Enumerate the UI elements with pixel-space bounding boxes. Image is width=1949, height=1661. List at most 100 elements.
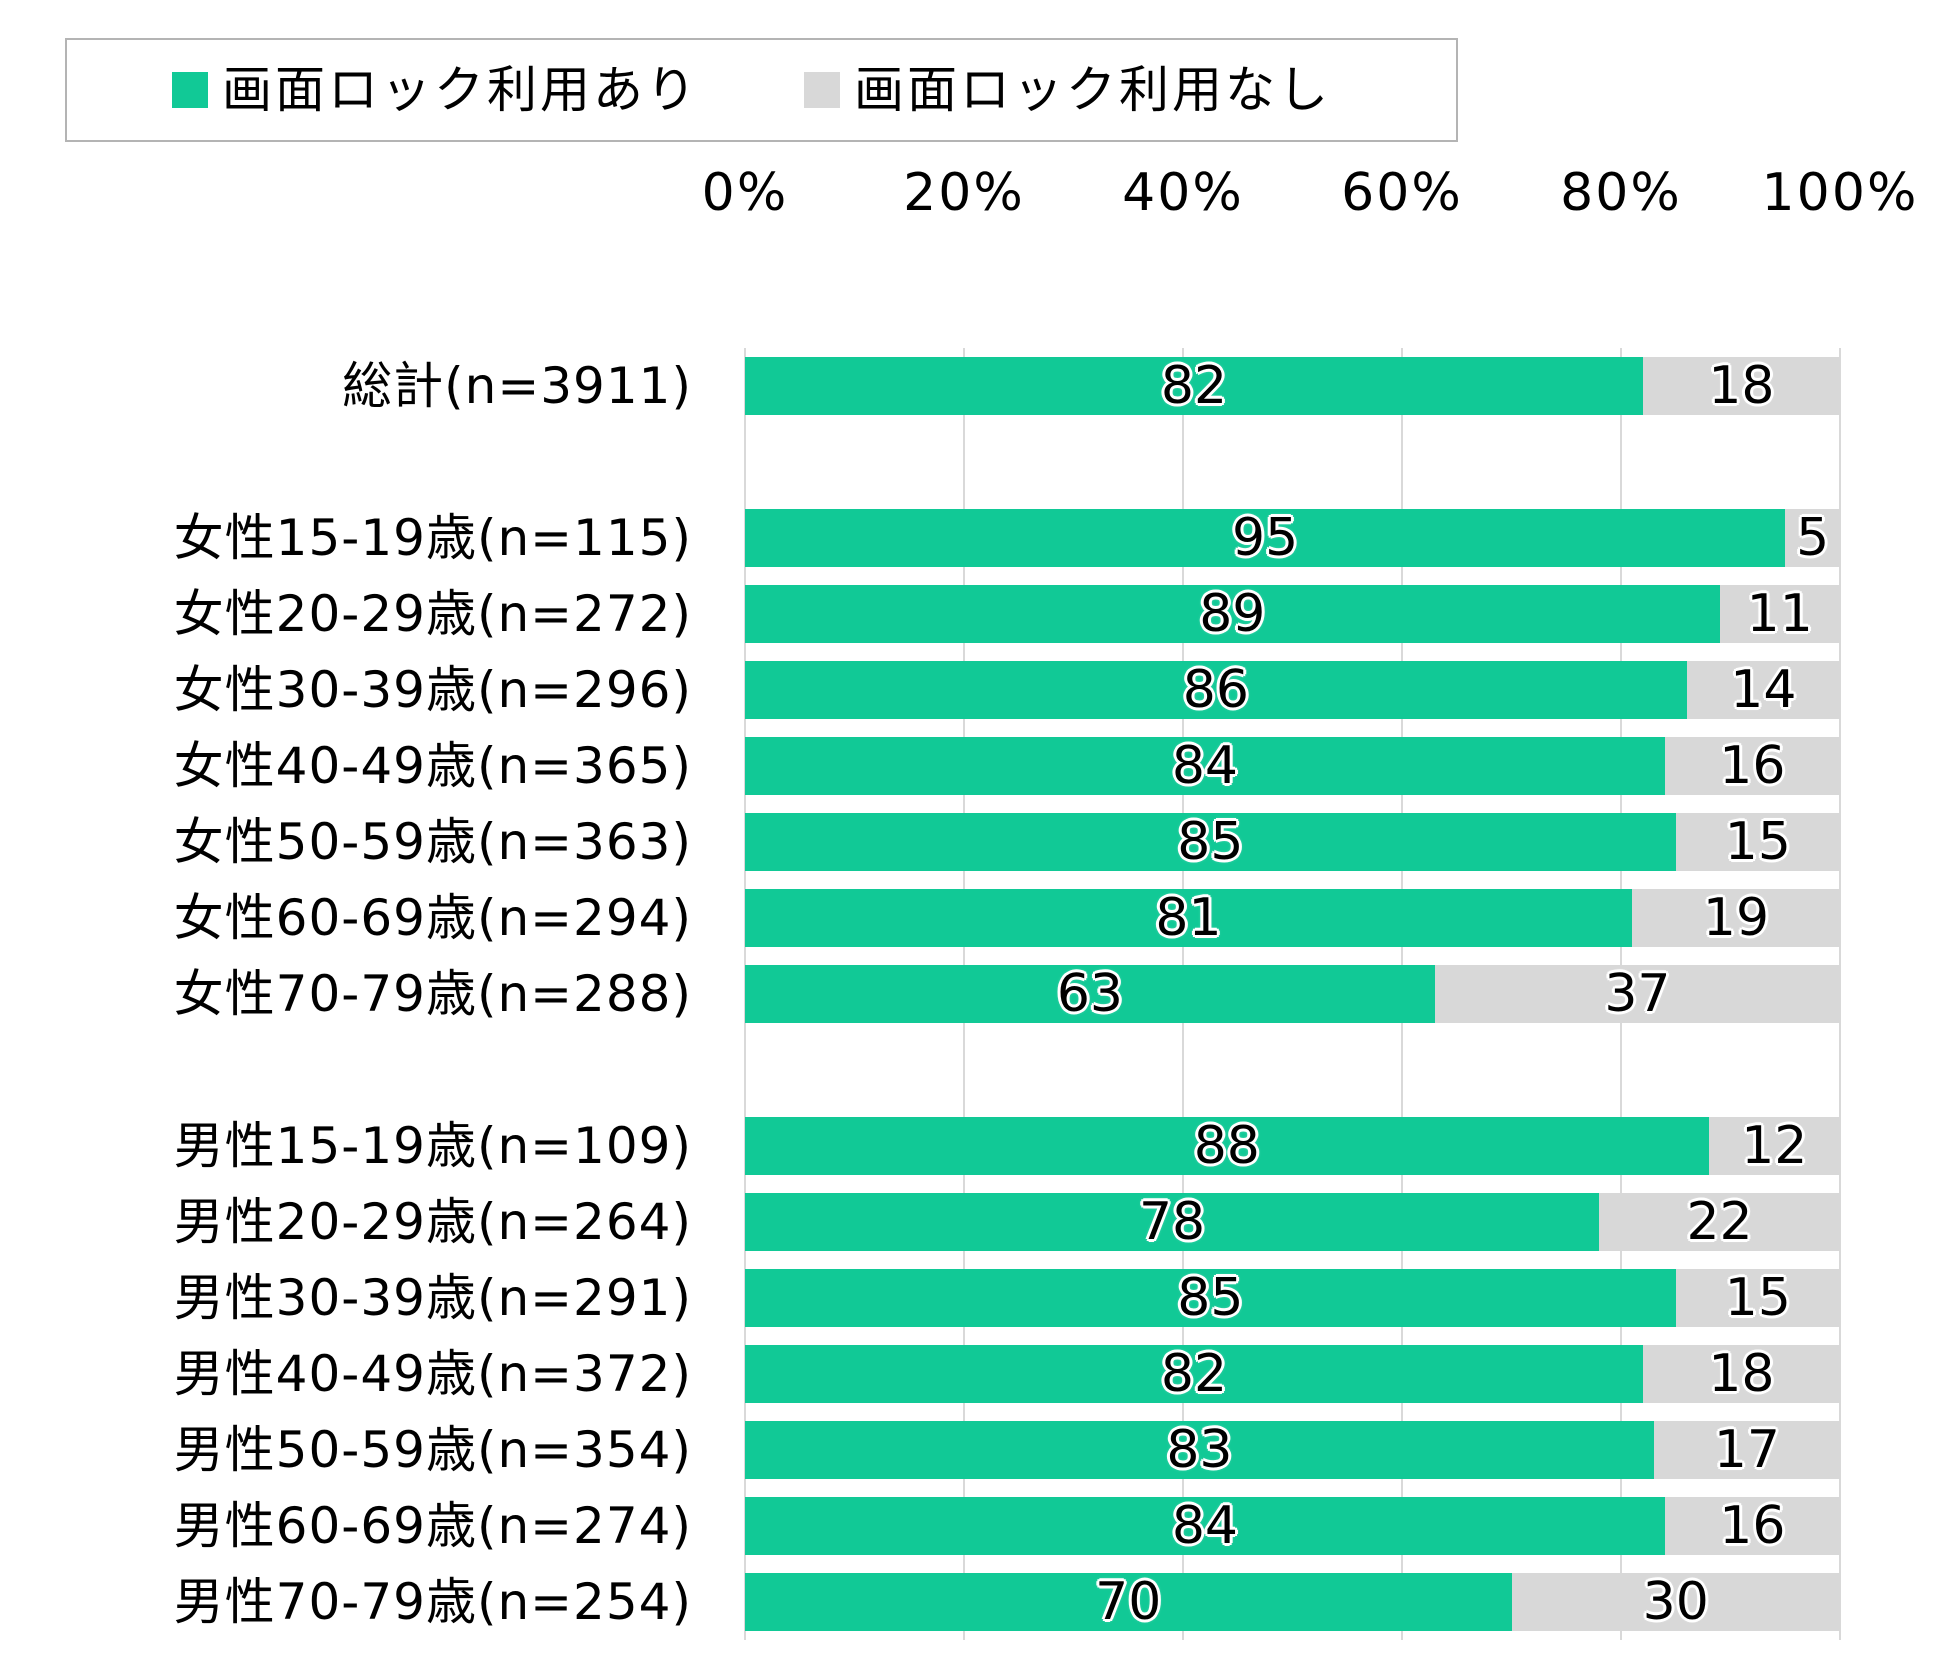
bar-row: 84 16	[745, 728, 1840, 804]
bar-segment-lock-not-used: 16	[1664, 1496, 1840, 1556]
value-label-lock-not-used: 17	[1713, 1420, 1780, 1480]
bar-segment-lock-used: 89	[745, 585, 1720, 643]
value-label-lock-not-used: 12	[1741, 1116, 1808, 1176]
row-spacer-label	[0, 1032, 692, 1108]
value-label-lock-not-used: 18	[1708, 356, 1775, 416]
legend-item-lock-used: 画面ロック利用あり	[172, 65, 699, 115]
category-label: 女性40-49歳(n=365)	[173, 737, 692, 795]
value-label-lock-used: 86	[1182, 660, 1249, 720]
value-label-lock-used: 82	[1160, 356, 1228, 416]
bar-segment-lock-not-used: 16	[1664, 736, 1840, 796]
category-label: 男性15-19歳(n=109)	[173, 1117, 692, 1175]
bar-segment-lock-not-used: 15	[1675, 812, 1840, 872]
legend-label-lock-not-used: 画面ロック利用なし	[854, 61, 1331, 119]
category-label: 男性50-59歳(n=354)	[173, 1421, 692, 1479]
bar-row: 81 19	[745, 880, 1840, 956]
x-axis-tick-label: 40%	[1122, 163, 1244, 223]
value-label-lock-not-used: 30	[1642, 1572, 1709, 1632]
x-axis: 0% 20% 40% 60% 80% 100%	[702, 162, 1917, 228]
value-label-lock-not-used: 15	[1724, 812, 1791, 872]
value-label-lock-used: 85	[1177, 812, 1244, 872]
bar-row: 88 12	[745, 1108, 1840, 1184]
value-label-lock-used: 84	[1171, 1496, 1238, 1556]
category-label: 男性70-79歳(n=254)	[173, 1573, 692, 1631]
bar-segment-lock-used: 70	[745, 1573, 1512, 1631]
bar-segment-lock-used: 82	[745, 357, 1643, 415]
category-label: 総計(n=3911)	[342, 357, 692, 415]
legend: 画面ロック利用あり 画面ロック利用なし	[65, 38, 1458, 142]
bar-row: 70 30	[745, 1564, 1840, 1640]
value-label-lock-used: 89	[1199, 584, 1266, 644]
legend-label-lock-used: 画面ロック利用あり	[222, 61, 699, 119]
bar-row: 85 15	[745, 804, 1840, 880]
category-labels: 総計(n=3911) 女性15-19歳(n=115) 女性20-29歳(n=272)…	[0, 348, 692, 1640]
value-label-lock-not-used: 22	[1686, 1192, 1753, 1252]
bar-segment-lock-not-used: 12	[1708, 1116, 1840, 1176]
gridline	[1839, 348, 1841, 1640]
bar-segment-lock-used: 88	[745, 1117, 1709, 1175]
value-label-lock-used: 78	[1138, 1192, 1206, 1252]
value-label-lock-not-used: 37	[1604, 964, 1671, 1024]
legend-swatch-gray	[804, 72, 840, 108]
bar-row: 85 15	[745, 1260, 1840, 1336]
bar-segment-lock-used: 84	[745, 1497, 1665, 1555]
plot-area: 82 18 95 5 89 11 86 14 84 16 85 15 81 19 63 37 88 12 78 22 8…	[744, 348, 1841, 1640]
bar-segment-lock-not-used: 19	[1631, 889, 1840, 947]
bar-segment-lock-used: 84	[745, 737, 1665, 795]
category-label: 女性50-59歳(n=363)	[173, 813, 692, 871]
bar-segment-lock-used: 95	[745, 508, 1786, 568]
value-label-lock-used: 63	[1056, 964, 1123, 1024]
value-label-lock-not-used: 11	[1746, 584, 1813, 644]
category-label: 男性40-49歳(n=372)	[173, 1345, 692, 1403]
value-label-lock-used: 82	[1160, 1344, 1228, 1404]
category-label: 女性60-69歳(n=294)	[173, 889, 692, 947]
bar-segment-lock-used: 81	[745, 889, 1632, 947]
bar-row: 63 37	[745, 956, 1840, 1032]
value-label-lock-not-used: 15	[1724, 1268, 1791, 1328]
category-label: 女性15-19歳(n=115)	[173, 509, 692, 567]
bar-segment-lock-used: 85	[745, 1269, 1676, 1327]
category-label: 女性30-39歳(n=296)	[173, 661, 692, 719]
value-label-lock-not-used: 18	[1708, 1344, 1775, 1404]
bar-segment-lock-used: 63	[745, 965, 1435, 1023]
bar-segment-lock-not-used: 30	[1511, 1572, 1840, 1632]
value-label-lock-not-used: 16	[1719, 1496, 1786, 1556]
bar-segment-lock-not-used: 37	[1434, 964, 1840, 1024]
legend-swatch-green	[172, 72, 208, 108]
value-label-lock-used: 70	[1095, 1572, 1162, 1632]
bar-row: 82 18	[745, 1336, 1840, 1412]
bar-segment-lock-not-used: 11	[1719, 584, 1840, 644]
category-label: 男性30-39歳(n=291)	[173, 1269, 692, 1327]
x-axis-tick-label: 20%	[903, 163, 1025, 223]
bar-segment-lock-used: 82	[745, 1345, 1643, 1403]
bar-segment-lock-not-used: 22	[1599, 1193, 1840, 1251]
value-label-lock-used: 88	[1193, 1116, 1260, 1176]
row-spacer-label	[0, 424, 692, 500]
bar-segment-lock-not-used: 5	[1785, 509, 1840, 567]
bar-segment-lock-used: 85	[745, 813, 1676, 871]
row-spacer	[745, 424, 1840, 500]
bar-segment-lock-used: 83	[745, 1421, 1654, 1479]
bar-row: 82 18	[745, 348, 1840, 424]
bar-segment-lock-not-used: 17	[1653, 1420, 1840, 1480]
x-axis-tick-label: 60%	[1341, 163, 1463, 223]
x-axis-tick-label: 0%	[701, 163, 789, 223]
value-label-lock-used: 83	[1166, 1420, 1233, 1480]
x-axis-tick-label: 100%	[1761, 163, 1919, 223]
value-label-lock-used: 95	[1232, 508, 1299, 568]
bar-row: 83 17	[745, 1412, 1840, 1488]
bar-segment-lock-not-used: 15	[1675, 1268, 1840, 1328]
category-label: 女性70-79歳(n=288)	[173, 965, 692, 1023]
value-label-lock-used: 85	[1177, 1268, 1244, 1328]
bar-segment-lock-used: 78	[745, 1192, 1600, 1252]
value-label-lock-not-used: 14	[1730, 660, 1797, 720]
bar-segment-lock-not-used: 18	[1642, 356, 1840, 416]
bar-row: 89 11	[745, 576, 1840, 652]
value-label-lock-not-used: 5	[1796, 508, 1830, 568]
value-label-lock-used: 84	[1171, 736, 1238, 796]
bar-row: 95 5	[745, 500, 1840, 576]
bar-row: 86 14	[745, 652, 1840, 728]
value-label-lock-not-used: 16	[1719, 736, 1786, 796]
legend-item-lock-not-used: 画面ロック利用なし	[804, 65, 1331, 115]
